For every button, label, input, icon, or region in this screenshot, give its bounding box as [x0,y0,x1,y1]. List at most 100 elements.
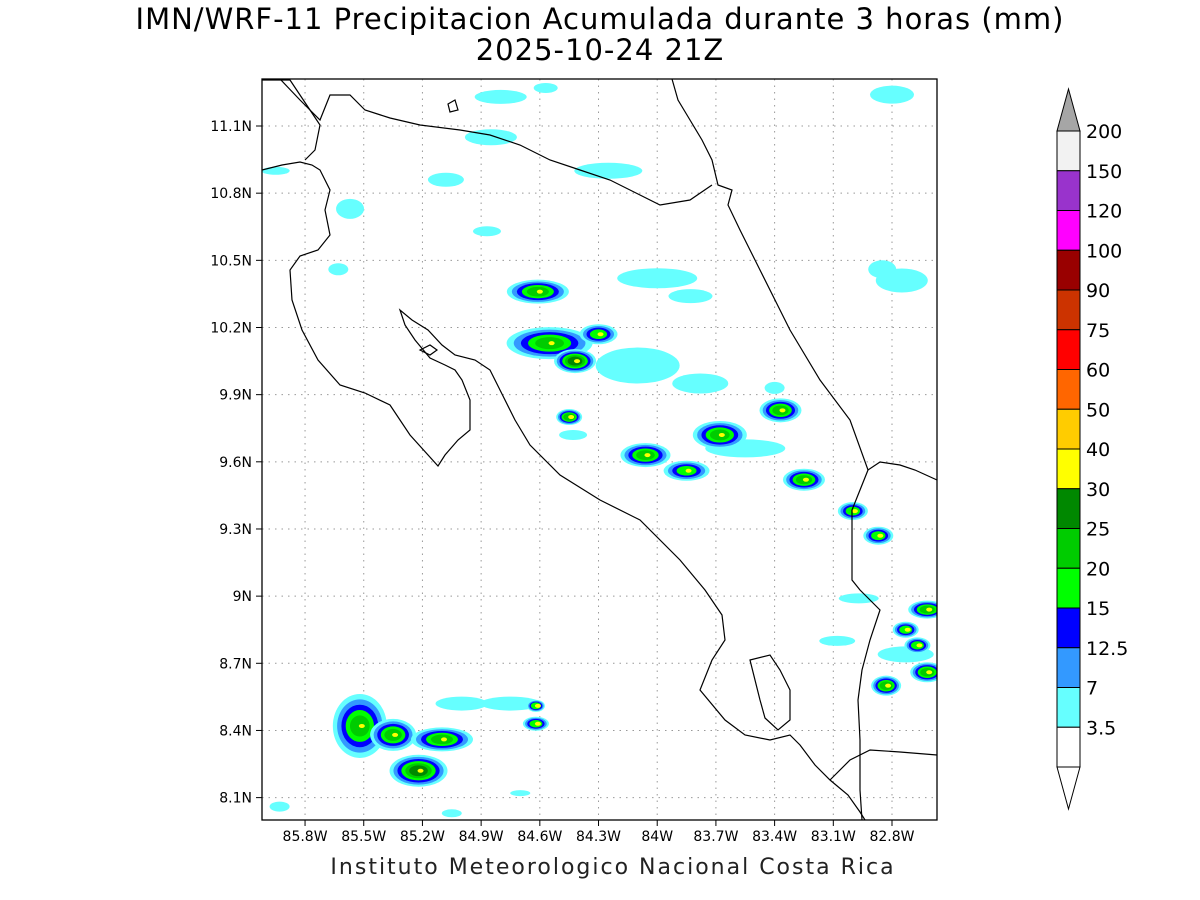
rain-cell-peak [441,737,447,742]
lon-tick-label: 84W [641,829,673,845]
lat-tick-label: 10.2N [210,320,252,336]
light-rain-cell [764,381,785,394]
light-rain-cell [262,166,290,175]
light-rain-cell [559,429,588,440]
colorbar-swatch [1056,567,1081,609]
colorbar-label: 200 [1086,121,1122,143]
rain-cell-peak [574,359,581,364]
rain-cell-peak [779,408,786,413]
rain-cell-peak [904,627,911,632]
rain-cell-peak [926,607,933,612]
colorbar-swatch [1056,210,1081,251]
nicoya-island [418,344,439,356]
light-rain-cell [480,696,541,711]
light-rain-cell [269,801,290,812]
rain-cell-peak [877,533,884,538]
nicaragua-border [279,79,713,206]
osa-peninsula [749,654,791,731]
colorbar-swatch [1056,448,1081,490]
map-background [262,79,937,820]
colorbar-swatch [1056,249,1081,291]
light-rain-cell [819,635,856,646]
light-rain-cell [510,790,531,797]
precipitation-colorbar: 200 150 120 100 90 75 60 50 40 30 25 20 15 12.5 7 3.5 [1056,87,1128,811]
lon-tick-label: 85.2W [400,829,445,845]
rain-cell-peak [358,723,365,728]
lat-tick-label: 9N [233,589,252,605]
colorbar-label: 3.5 [1086,717,1116,739]
rain-cell-peak [534,703,541,708]
lake-nicaragua-shore [262,79,321,161]
colorbar-label: 100 [1086,240,1122,262]
caribbean-coastline [671,79,937,481]
colorbar-label: 12.5 [1086,638,1128,660]
panama-coast [829,749,937,781]
colorbar-label: 40 [1086,439,1110,461]
small-island-north [447,99,459,113]
colorbar-swatch [1056,687,1081,728]
precipitation-field [262,82,937,818]
rain-cell-peak [568,415,575,420]
lat-tick-label: 9.3N [219,522,252,538]
lon-tick-label: 84.9W [459,829,504,845]
rain-cell-peak [392,732,399,737]
map-title: IMN/WRF-11 Precipitacion Acumulada duran… [135,2,1065,36]
light-rain-cell [441,809,462,818]
lon-tick-label: 85.5W [341,829,386,845]
colorbar-swatch [1056,647,1081,688]
light-rain-cell [668,289,713,304]
coastline-and-borders [262,79,937,820]
colorbar-swatch [1056,528,1081,569]
light-rain-cell [435,696,488,711]
lon-tick-label: 83.4W [752,829,797,845]
lat-tick-label: 8.7N [219,656,252,672]
light-rain-cell [336,198,365,219]
lat-tick-label: 10.8N [210,186,252,202]
colorbar-swatch [1056,369,1081,410]
rain-cell-peak [534,721,541,726]
light-rain-cell [473,226,501,237]
lat-tick-label: 9.9N [219,388,252,404]
colorbar-label: 30 [1086,479,1110,501]
lon-tick-label: 84.6W [517,829,562,845]
colorbar-label: 25 [1086,519,1110,541]
lon-tick-label: 85.8W [283,829,328,845]
colorbar-label: 20 [1086,558,1110,580]
rain-cell-peak [644,453,651,458]
colorbar-swatch [1056,488,1081,529]
lat-tick-label: 8.4N [219,723,252,739]
rain-cell-peak [718,432,725,437]
map-frame [261,78,938,821]
colorbar-swatch [1056,408,1081,450]
colorbar-label: 50 [1086,399,1110,421]
lat-tick-label: 8.1N [219,791,252,807]
map-valid-time: 2025-10-24 21Z [475,33,725,67]
lon-tick-label: 82.8W [869,829,914,845]
colorbar-swatch [1056,726,1081,768]
rain-cell-peak [597,332,604,337]
costa-rica-pacific-coastline [262,161,866,820]
light-rain-cell [870,85,914,104]
colorbar-under-arrow [1056,766,1081,811]
colorbar-label: 7 [1086,678,1098,700]
colorbar-swatch [1056,170,1081,211]
light-rain-cell [868,260,897,279]
light-rain-cell [328,263,349,276]
rain-cell-peak [548,341,555,346]
colorbar-swatch [1056,607,1081,649]
colorbar-label: 150 [1086,161,1122,183]
light-rain-cell [533,82,558,93]
rain-cell-peak [802,477,809,482]
colorbar-label: 120 [1086,201,1122,223]
lon-tick-label: 84.3W [576,829,621,845]
light-rain-cell [672,373,729,394]
colorbar-over-arrow [1056,87,1081,132]
lon-tick-label: 83.1W [811,829,856,845]
light-rain-cell [427,172,464,187]
latitude-labels: 11.1N 10.8N 10.5N 10.2N 9.9N 9.6N 9.3N 9N 8.7N 8.… [210,119,252,807]
panama-border [851,469,881,820]
footer-credit: Instituto Meteorologico Nacional Costa R… [330,855,896,880]
rain-cell-peak [851,509,858,514]
lat-tick-label: 11.1N [210,119,252,135]
colorbar-label: 60 [1086,360,1110,382]
